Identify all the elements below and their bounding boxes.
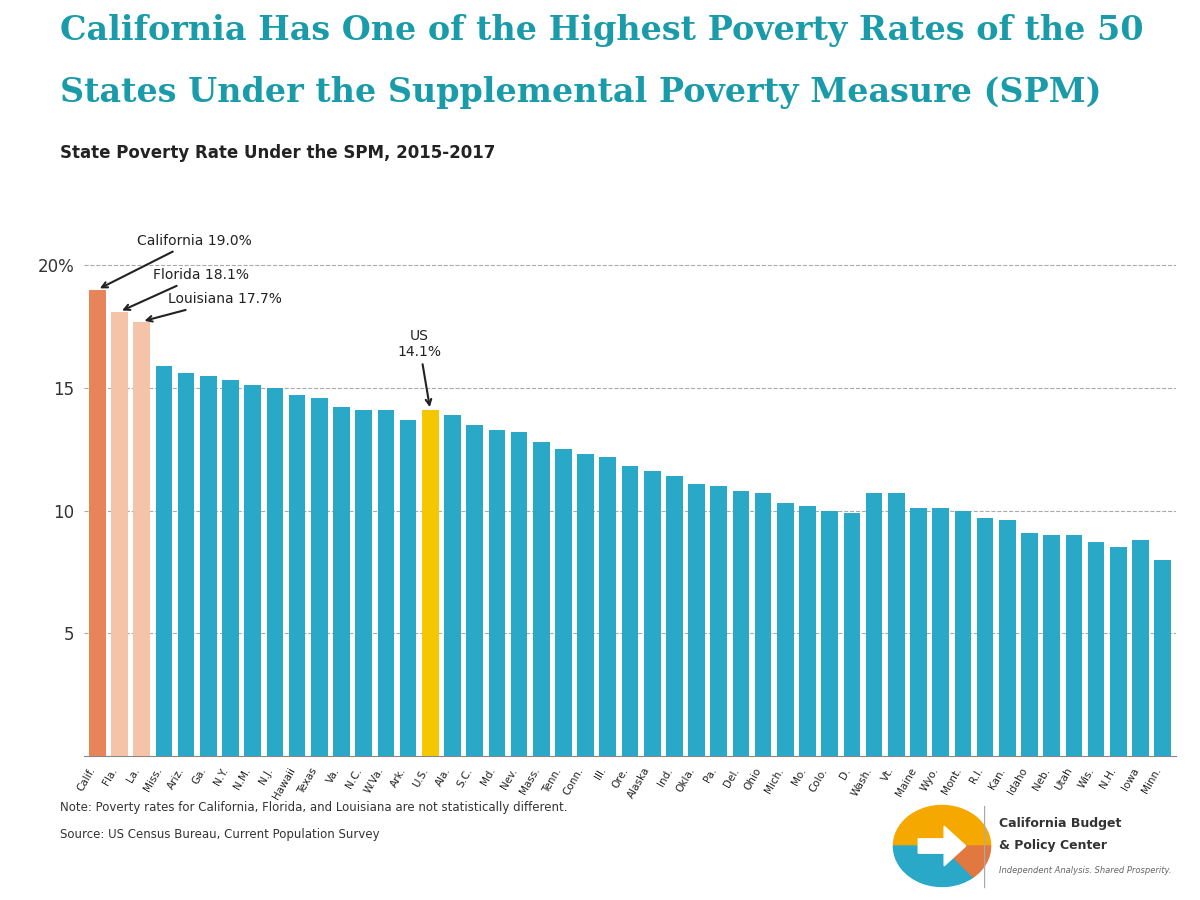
Text: & Policy Center: & Policy Center [1000, 839, 1108, 851]
Text: California 19.0%: California 19.0% [102, 233, 252, 287]
Text: Florida 18.1%: Florida 18.1% [124, 268, 248, 310]
Bar [911, 508, 926, 756]
Bar [400, 419, 416, 756]
Wedge shape [942, 846, 991, 877]
Bar [178, 374, 194, 756]
Bar [289, 395, 305, 756]
Bar [133, 321, 150, 756]
Text: Independent Analysis. Shared Prosperity.: Independent Analysis. Shared Prosperity. [1000, 866, 1172, 875]
Bar [778, 503, 793, 756]
Bar [755, 493, 772, 756]
Bar [156, 365, 173, 756]
Bar [844, 513, 860, 756]
Bar [888, 493, 905, 756]
Bar [733, 491, 749, 756]
Bar [822, 510, 838, 756]
Bar [644, 472, 660, 756]
Text: California Budget: California Budget [1000, 817, 1122, 830]
Bar [689, 483, 704, 756]
Bar [932, 508, 949, 756]
Text: California Has One of the Highest Poverty Rates of the 50: California Has One of the Highest Povert… [60, 14, 1144, 48]
Bar [622, 466, 638, 756]
Bar [1043, 536, 1060, 756]
Bar [511, 432, 527, 756]
Bar [467, 425, 482, 756]
Bar [577, 454, 594, 756]
Bar [1154, 560, 1171, 756]
Wedge shape [893, 806, 991, 846]
Bar [533, 442, 550, 756]
Bar [334, 408, 349, 756]
Bar [378, 410, 394, 756]
Bar [1110, 547, 1127, 756]
Polygon shape [918, 826, 966, 866]
Wedge shape [893, 846, 973, 886]
Bar [245, 385, 262, 756]
Bar [556, 449, 571, 756]
Bar [1066, 536, 1082, 756]
Bar [710, 486, 727, 756]
Text: States Under the Supplemental Poverty Measure (SPM): States Under the Supplemental Poverty Me… [60, 76, 1102, 109]
Bar [444, 415, 461, 756]
Text: Note: Poverty rates for California, Florida, and Louisiana are not statistically: Note: Poverty rates for California, Flor… [60, 801, 568, 814]
Bar [355, 410, 372, 756]
Bar [998, 520, 1015, 756]
Bar [1132, 540, 1148, 756]
Bar [422, 410, 438, 756]
Bar [666, 476, 683, 756]
Bar [1087, 543, 1104, 756]
Bar [955, 510, 971, 756]
Bar [866, 493, 882, 756]
Text: US
14.1%: US 14.1% [397, 328, 442, 405]
Bar [799, 506, 816, 756]
Bar [977, 518, 994, 756]
Bar [600, 456, 616, 756]
Bar [112, 311, 128, 756]
Bar [200, 375, 217, 756]
Bar [266, 388, 283, 756]
Bar [1021, 533, 1038, 756]
Text: Source: US Census Bureau, Current Population Survey: Source: US Census Bureau, Current Popula… [60, 828, 379, 841]
Text: State Poverty Rate Under the SPM, 2015-2017: State Poverty Rate Under the SPM, 2015-2… [60, 144, 496, 162]
Text: Louisiana 17.7%: Louisiana 17.7% [146, 292, 282, 321]
Bar [488, 429, 505, 756]
Bar [311, 398, 328, 756]
Bar [89, 290, 106, 756]
Bar [222, 381, 239, 756]
